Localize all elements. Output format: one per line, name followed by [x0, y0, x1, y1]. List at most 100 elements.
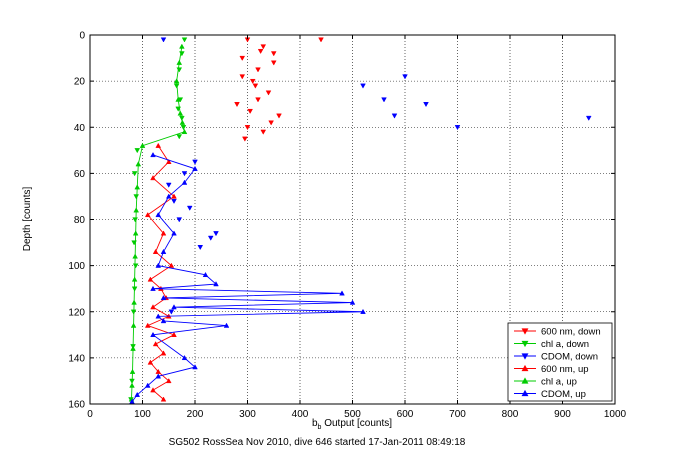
data-point — [165, 378, 172, 384]
data-point — [144, 382, 151, 388]
data-point — [181, 37, 188, 43]
data-point — [155, 313, 162, 319]
series-600-nm-down — [234, 37, 324, 142]
y-tick-label: 40 — [74, 123, 86, 134]
data-point — [360, 308, 366, 314]
data-point — [318, 37, 324, 43]
data-point — [186, 205, 193, 211]
series-cdom-down — [160, 37, 592, 315]
legend-entry: CDOM, up — [514, 389, 586, 400]
data-point — [242, 136, 248, 142]
data-point — [160, 350, 167, 356]
data-point — [255, 67, 261, 73]
label-layer: Depth [counts] SG502 RossSea Nov 2010, d… — [22, 187, 466, 448]
series-line — [146, 145, 176, 400]
x-tick-label: 200 — [187, 409, 204, 420]
x-axis-label: bb Output [counts] — [312, 418, 392, 431]
x-tick-label: 400 — [292, 409, 309, 420]
data-point — [192, 364, 198, 370]
data-point — [247, 108, 253, 115]
data-point — [133, 194, 140, 200]
data-point — [176, 59, 183, 65]
data-point — [423, 102, 429, 108]
legend-entry: 600 nm, down — [514, 327, 601, 338]
data-point — [249, 78, 256, 85]
data-point — [132, 263, 139, 269]
data-point — [152, 341, 159, 347]
x-tick-label: 900 — [554, 409, 571, 420]
data-point — [150, 285, 156, 291]
data-point — [135, 161, 142, 167]
legend-label: CDOM, down — [541, 352, 598, 363]
legend-marker — [521, 377, 529, 384]
data-point — [132, 230, 139, 236]
data-point — [147, 276, 154, 282]
legend-label: chl a, up — [541, 377, 577, 388]
data-point — [179, 115, 185, 121]
data-point — [155, 373, 162, 379]
data-point — [150, 304, 156, 310]
data-point — [255, 97, 261, 103]
legend-marker — [521, 353, 529, 360]
y-tick-label: 20 — [74, 77, 86, 88]
data-point — [349, 299, 356, 305]
data-point — [339, 290, 345, 296]
data-point — [134, 391, 141, 397]
data-point — [160, 396, 167, 402]
data-point — [192, 165, 198, 171]
data-point — [181, 179, 188, 185]
data-point — [213, 231, 219, 237]
data-point — [173, 78, 180, 84]
data-point — [234, 102, 240, 108]
data-point — [171, 230, 177, 236]
data-point — [160, 230, 167, 236]
legend-box — [507, 322, 613, 402]
x-tick-label: 0 — [87, 409, 93, 420]
data-point — [168, 262, 175, 268]
data-point — [176, 217, 183, 223]
data-point — [175, 96, 182, 102]
data-point — [213, 281, 219, 287]
x-tick-label: 100 — [134, 409, 151, 420]
x-tick-label: 1000 — [604, 409, 627, 420]
data-point — [144, 211, 151, 218]
x-tick-label: 500 — [344, 409, 361, 420]
data-point — [192, 159, 198, 165]
data-point — [239, 55, 246, 61]
data-point — [129, 382, 135, 388]
y-tick-label: 100 — [68, 261, 85, 272]
series-layer — [128, 37, 592, 404]
caption: SG502 RossSea Nov 2010, dive 646 started… — [169, 437, 466, 448]
data-point — [260, 129, 267, 135]
data-point — [152, 248, 159, 254]
data-point — [268, 120, 274, 126]
data-point — [265, 90, 272, 96]
data-point — [181, 128, 188, 135]
legend-entry: chl a, up — [514, 377, 577, 388]
data-point — [160, 248, 167, 254]
data-point — [454, 125, 461, 131]
data-point — [147, 359, 154, 365]
legend-marker — [521, 364, 529, 372]
data-point — [260, 44, 267, 50]
data-point — [133, 207, 140, 213]
data-point — [585, 115, 592, 121]
data-point — [223, 322, 230, 328]
y-axis-label: Depth [counts] — [22, 187, 33, 252]
legend-entry: chl a, down — [514, 339, 589, 350]
data-point — [139, 142, 146, 148]
data-point — [179, 119, 186, 125]
data-point — [129, 368, 136, 374]
series-chl-a-up — [128, 43, 188, 402]
legend-entry: CDOM, down — [514, 352, 598, 363]
data-point — [134, 184, 141, 190]
data-point — [150, 387, 156, 393]
x-tick-label: 800 — [502, 409, 519, 420]
data-point — [168, 309, 175, 315]
legend-marker — [521, 389, 529, 397]
y-tick-label: 120 — [68, 307, 85, 318]
data-point — [276, 113, 282, 119]
data-point — [132, 253, 138, 259]
